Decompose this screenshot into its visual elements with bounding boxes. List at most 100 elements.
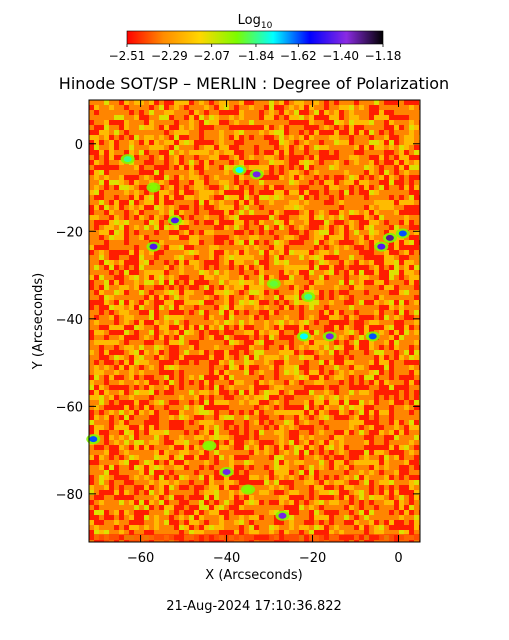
heatmap-cell xyxy=(279,355,284,360)
heatmap-cell xyxy=(319,265,324,270)
heatmap-cell xyxy=(394,115,399,120)
heatmap-cell xyxy=(189,165,194,170)
heatmap-cell xyxy=(164,140,169,145)
heatmap-cell xyxy=(304,225,309,230)
heatmap-cell xyxy=(209,115,214,120)
heatmap-cell xyxy=(289,450,294,455)
heatmap-cell xyxy=(164,135,169,140)
heatmap-cell xyxy=(199,195,204,200)
heatmap-cell xyxy=(349,185,354,190)
heatmap-cell xyxy=(104,240,109,245)
heatmap-cell xyxy=(164,200,169,205)
heatmap-cell xyxy=(314,310,319,315)
heatmap-cell xyxy=(219,200,224,205)
heatmap-cell xyxy=(309,355,314,360)
heatmap-cell xyxy=(329,225,334,230)
heatmap-cell xyxy=(304,265,309,270)
heatmap-cell xyxy=(264,385,269,390)
heatmap-cell xyxy=(394,385,399,390)
heatmap-cell xyxy=(199,355,204,360)
heatmap-cell xyxy=(144,435,149,440)
heatmap-cell xyxy=(399,400,404,405)
heatmap-cell xyxy=(374,250,379,255)
heatmap-cell xyxy=(349,255,354,260)
heatmap-cell xyxy=(214,445,219,450)
heatmap-cell xyxy=(304,250,309,255)
heatmap-cell xyxy=(364,310,369,315)
heatmap-cell xyxy=(299,425,304,430)
heatmap-cell xyxy=(144,150,149,155)
heatmap-cell xyxy=(359,390,364,395)
heatmap-cell xyxy=(374,415,379,420)
heatmap-cell xyxy=(359,150,364,155)
heatmap-cell xyxy=(134,270,139,275)
heatmap-cell xyxy=(399,100,404,105)
heatmap-cell xyxy=(299,130,304,135)
heatmap-cell xyxy=(364,180,369,185)
heatmap-cell xyxy=(164,365,169,370)
heatmap-cell xyxy=(99,260,104,265)
heatmap-cell xyxy=(184,355,189,360)
heatmap-cell xyxy=(184,260,189,265)
heatmap-cell xyxy=(229,370,234,375)
heatmap-cell xyxy=(244,245,249,250)
heatmap-cell xyxy=(409,310,414,315)
heatmap-cell xyxy=(234,235,239,240)
heatmap-cell xyxy=(289,350,294,355)
heatmap-cell xyxy=(114,410,119,415)
heatmap-cell xyxy=(384,215,389,220)
heatmap-cell xyxy=(114,165,119,170)
heatmap-cell xyxy=(139,460,144,465)
heatmap-cell xyxy=(364,245,369,250)
heatmap-cell xyxy=(299,235,304,240)
heatmap-cell xyxy=(369,150,374,155)
heatmap-cell xyxy=(139,365,144,370)
heatmap-cell xyxy=(219,300,224,305)
heatmap-cell xyxy=(414,165,419,170)
heatmap-cell xyxy=(329,120,334,125)
heatmap-cell xyxy=(264,125,269,130)
heatmap-cell xyxy=(259,435,264,440)
heatmap-cell xyxy=(314,355,319,360)
heatmap-cell xyxy=(154,200,159,205)
heatmap-cell xyxy=(154,360,159,365)
heatmap-cell xyxy=(344,295,349,300)
heatmap-cell xyxy=(184,350,189,355)
heatmap-cell xyxy=(274,170,279,175)
heatmap-cell xyxy=(394,460,399,465)
heatmap-cell xyxy=(174,240,179,245)
heatmap-cell xyxy=(339,355,344,360)
heatmap-cell xyxy=(349,145,354,150)
heatmap-cell xyxy=(349,265,354,270)
heatmap-cell xyxy=(179,300,184,305)
heatmap-cell xyxy=(394,380,399,385)
heatmap-cell xyxy=(319,115,324,120)
heatmap-cell xyxy=(204,220,209,225)
heatmap-cell xyxy=(89,270,94,275)
heatmap-cell xyxy=(174,105,179,110)
heatmap-cell xyxy=(234,450,239,455)
heatmap-cell xyxy=(384,280,389,285)
heatmap-cell xyxy=(294,110,299,115)
heatmap-cell xyxy=(244,335,249,340)
heatmap-cell xyxy=(129,470,134,475)
heatmap-cell xyxy=(309,175,314,180)
heatmap-cell xyxy=(104,100,109,105)
heatmap-cell xyxy=(109,100,114,105)
heatmap-cell xyxy=(219,325,224,330)
heatmap-cell xyxy=(274,290,279,295)
heatmap-cell xyxy=(229,450,234,455)
heatmap-cell xyxy=(299,410,304,415)
heatmap-cell xyxy=(319,360,324,365)
heatmap-cell xyxy=(124,120,129,125)
heatmap-cell xyxy=(404,445,409,450)
heatmap-cell xyxy=(399,155,404,160)
heatmap-cell xyxy=(409,215,414,220)
heatmap-cell xyxy=(174,450,179,455)
heatmap-cell xyxy=(289,145,294,150)
heatmap-cell xyxy=(159,105,164,110)
heatmap-cell xyxy=(359,145,364,150)
heatmap-cell xyxy=(129,230,134,235)
heatmap-cell xyxy=(264,250,269,255)
heatmap-cell xyxy=(264,270,269,275)
